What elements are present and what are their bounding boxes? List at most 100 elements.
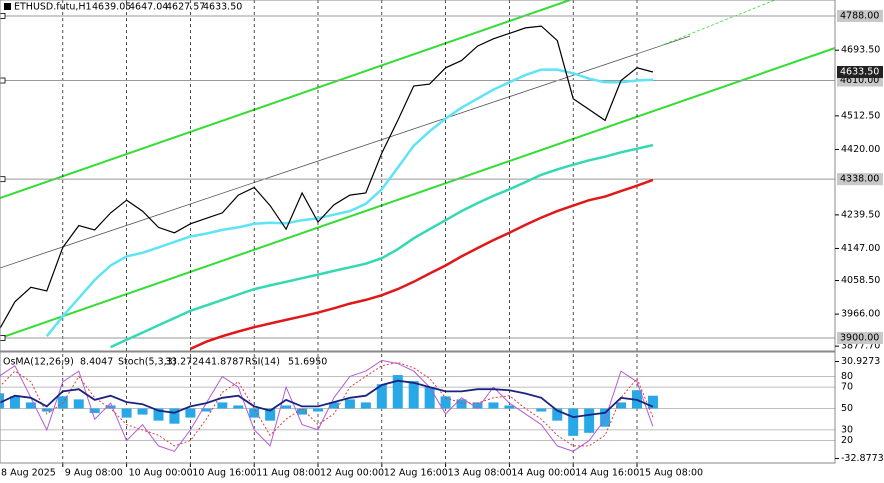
x-tick-label: 11 Aug 08:00	[256, 468, 320, 479]
osma-bar	[201, 408, 212, 412]
osma-bar	[281, 405, 292, 409]
lower-y2-tick-label: -32.8773	[841, 453, 884, 464]
level-handle	[0, 335, 6, 341]
osma-bar	[616, 402, 627, 409]
series-line	[189, 178, 654, 351]
plot-area	[0, 0, 836, 463]
osma-bar	[169, 408, 180, 424]
y-tick-label: 3966.00	[841, 309, 880, 320]
series-line	[0, 25, 654, 330]
x-tick-label: 14 Aug 16:00	[575, 468, 639, 479]
x-tick-label: 10 Aug 00:00	[129, 468, 193, 479]
osma-name: OsMA(12,26,9)	[3, 357, 74, 368]
osma-bar	[536, 408, 547, 412]
osma-bar	[392, 375, 403, 409]
lower-tick-label: 70	[841, 382, 853, 393]
channel-upper	[0, 0, 571, 199]
osma-bar	[185, 408, 196, 418]
x-tick-label: 15 Aug 08:00	[639, 468, 703, 479]
osma-bar	[568, 408, 579, 436]
y-tick-label: 4147.00	[841, 243, 880, 254]
y-tick-label: 4239.50	[841, 209, 880, 220]
osma-bar	[313, 408, 323, 412]
open: 4639.05	[92, 2, 131, 13]
close: 4633.50	[203, 2, 242, 13]
osma-bar	[265, 408, 276, 421]
level-box	[837, 332, 883, 345]
osma-bar	[73, 399, 84, 409]
osma-bar	[297, 408, 308, 415]
osma-bar	[249, 408, 260, 418]
y-tick-label: 4693.50	[841, 45, 880, 56]
y-tick-label: 4058.50	[841, 275, 880, 286]
x-tick-label: 10 Aug 16:00	[192, 468, 256, 479]
lower-tick-label: 80	[841, 371, 853, 382]
osma-bar	[376, 384, 387, 409]
osma-bar	[456, 399, 467, 409]
rsi-name: RSI(14)	[245, 357, 280, 368]
osma-bar	[153, 408, 164, 421]
channel-extension	[659, 0, 776, 47]
stoch-signal-value: 41.8787	[205, 357, 244, 368]
series-line	[45, 68, 653, 337]
x-tick-label: 14 Aug 00:00	[511, 468, 575, 479]
osma-bar	[488, 402, 499, 409]
osma-bar	[647, 395, 658, 409]
low: 4627.57	[166, 2, 205, 13]
y-tick-label: 4420.00	[841, 144, 880, 155]
channel-lower	[0, 47, 836, 339]
osma-bar	[9, 396, 20, 409]
osma-bar	[424, 387, 435, 409]
osma-bar	[41, 408, 52, 412]
osma-bar	[360, 402, 371, 409]
osma-bar	[121, 408, 132, 418]
level-label: 4338.00	[840, 174, 879, 185]
osma-bar	[89, 408, 100, 414]
level-handle	[0, 176, 6, 183]
level-handle	[0, 13, 6, 19]
osma-bar	[408, 381, 419, 409]
y-tick-label: 4512.50	[841, 110, 880, 121]
lower-tick-label: 20	[841, 435, 853, 446]
lower-tick-label: 50	[841, 403, 853, 414]
x-tick-label: 8 Aug 2025	[1, 468, 56, 479]
x-tick-label: 13 Aug 08:00	[448, 468, 512, 479]
y-tick-label: 3877.70	[841, 341, 880, 352]
osma-bar	[137, 408, 148, 415]
series-line	[0, 379, 654, 419]
series-line	[0, 359, 654, 452]
stoch-main-value: 33.2724	[165, 357, 204, 368]
level-box	[837, 173, 883, 186]
osma-bar	[233, 405, 244, 409]
level-label: 4788.00	[840, 10, 879, 21]
price-label: 4633.50	[840, 66, 879, 77]
osma-bar	[440, 396, 451, 409]
osma-bar	[504, 405, 515, 409]
x-tick-label: 12 Aug 00:00	[320, 468, 384, 479]
level-label: 3900.00	[840, 333, 879, 344]
level-box	[837, 9, 883, 22]
lower-tick-label: 30	[841, 424, 853, 435]
level-handle	[0, 77, 6, 84]
symbol: ETHUSD.futu,H1	[14, 2, 92, 13]
osma-bar	[105, 405, 116, 409]
osma-bar	[25, 402, 36, 409]
series-line	[110, 143, 654, 349]
level-label: 4610.00	[840, 75, 879, 86]
rsi-value: 51.6950	[288, 357, 327, 368]
osma-value: 8.4047	[80, 357, 113, 368]
symbol-icon	[4, 3, 11, 10]
osma-bar	[217, 402, 228, 409]
price-box	[837, 65, 883, 78]
x-tick-label: 12 Aug 16:00	[384, 468, 448, 479]
lower-y2-tick-label: 30.9273	[841, 356, 880, 367]
series-line	[0, 361, 654, 447]
osma-bar	[552, 408, 563, 421]
osma-bar	[344, 399, 355, 409]
stoch-name: Stoch(5,3,3)	[118, 357, 176, 368]
osma-bar	[584, 408, 595, 433]
high: 4647.04	[129, 2, 168, 13]
osma-bar	[328, 402, 339, 409]
